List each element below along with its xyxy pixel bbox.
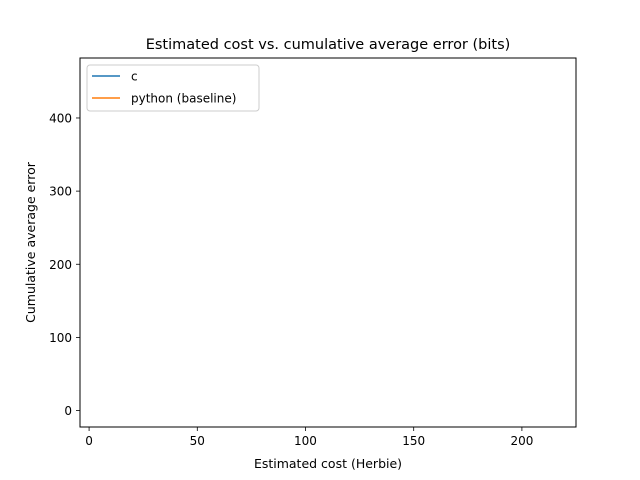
axis-ticks: 0 50 100 150 200 0 100 200 300 400 bbox=[49, 111, 533, 448]
legend-label-1: python (baseline) bbox=[131, 92, 236, 106]
x-axis-label: Estimated cost (Herbie) bbox=[254, 456, 402, 471]
x-tick-label: 150 bbox=[402, 434, 425, 448]
y-tick-label: 100 bbox=[49, 331, 72, 345]
x-tick-label: 100 bbox=[294, 434, 317, 448]
legend-items: c python (baseline) bbox=[92, 70, 236, 106]
y-axis-label: Cumulative average error bbox=[23, 161, 38, 323]
legend: c python (baseline) bbox=[86, 64, 260, 112]
legend-label-0: c bbox=[131, 70, 138, 84]
y-tick-label: 200 bbox=[49, 258, 72, 272]
x-tick-label: 0 bbox=[85, 434, 93, 448]
chart-title: Estimated cost vs. cumulative average er… bbox=[146, 37, 511, 53]
plot-area bbox=[79, 57, 577, 428]
y-tick-label: 400 bbox=[49, 111, 72, 125]
x-tick-label: 200 bbox=[510, 434, 533, 448]
x-tick-label: 50 bbox=[190, 434, 205, 448]
legend-box bbox=[86, 64, 260, 112]
y-tick-label: 0 bbox=[64, 404, 72, 418]
y-tick-label: 300 bbox=[49, 185, 72, 199]
